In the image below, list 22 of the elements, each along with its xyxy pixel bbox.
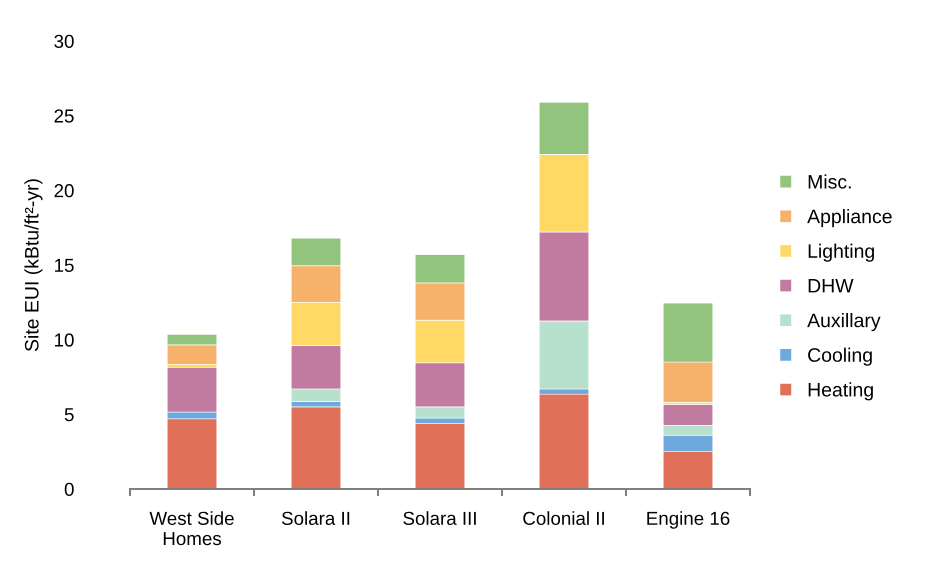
bar [414, 422, 466, 489]
y-tick-label: 0 [64, 482, 74, 496]
x-tick-label: West Side Homes [150, 511, 234, 546]
y-tick-label: 5 [64, 408, 74, 422]
legend-label: Heating [808, 382, 873, 400]
y-axis-title: Site EUI (kBtu/ft²-yr) [24, 179, 42, 352]
x-tick-label: Solara II [282, 511, 350, 525]
bar [538, 394, 590, 489]
legend-label: Misc. [808, 174, 851, 189]
legend-label: Auxillary [807, 312, 881, 332]
legend-label: Cooling [808, 348, 872, 366]
legend-label: DHW [808, 279, 854, 292]
x-tick-label: Solara III [403, 511, 476, 525]
legend-label: Appliance [807, 209, 892, 228]
y-tick-label: 25 [54, 109, 74, 123]
y-tick-label: 30 [54, 34, 74, 48]
y-tick-label: 20 [54, 184, 74, 198]
legend-label: Lighting [808, 244, 874, 262]
x-tick-label: Colonial II [523, 511, 604, 525]
y-tick-label: 10 [55, 333, 74, 347]
y-tick-label: 15 [55, 258, 74, 272]
x-tick-label: Engine 16 [647, 511, 730, 529]
